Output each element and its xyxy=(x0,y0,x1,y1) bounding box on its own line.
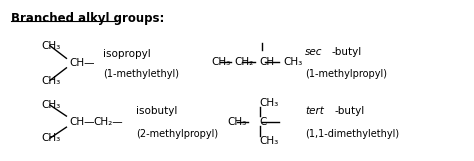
Text: CH₃: CH₃ xyxy=(260,98,279,108)
Text: CH₃: CH₃ xyxy=(41,100,61,110)
Text: CH₂: CH₂ xyxy=(235,57,254,67)
Text: (2-methylpropyl): (2-methylpropyl) xyxy=(136,129,218,139)
Text: (1-methylpropyl): (1-methylpropyl) xyxy=(305,69,387,79)
Text: isopropyl: isopropyl xyxy=(103,49,150,59)
Text: tert: tert xyxy=(305,106,324,116)
Text: CH: CH xyxy=(260,57,275,67)
Text: -butyl: -butyl xyxy=(331,47,362,57)
Text: CH₃: CH₃ xyxy=(211,57,230,67)
Text: CH₃: CH₃ xyxy=(41,76,61,85)
Text: CH—: CH— xyxy=(70,58,95,68)
Text: CH₃: CH₃ xyxy=(41,41,61,51)
Text: Branched alkyl groups:: Branched alkyl groups: xyxy=(11,12,164,25)
Text: C: C xyxy=(260,117,267,127)
Text: (1,1-dimethylethyl): (1,1-dimethylethyl) xyxy=(305,129,400,139)
Text: isobutyl: isobutyl xyxy=(136,106,177,116)
Text: CH₂—: CH₂— xyxy=(93,117,123,127)
Text: (1-methylethyl): (1-methylethyl) xyxy=(103,69,179,79)
Text: CH₃: CH₃ xyxy=(228,117,247,127)
Text: -butyl: -butyl xyxy=(335,106,365,116)
Text: CH—: CH— xyxy=(70,117,95,127)
Text: CH₃: CH₃ xyxy=(260,136,279,146)
Text: sec: sec xyxy=(305,47,323,57)
Text: CH₃: CH₃ xyxy=(41,133,61,143)
Text: CH₃: CH₃ xyxy=(283,57,302,67)
